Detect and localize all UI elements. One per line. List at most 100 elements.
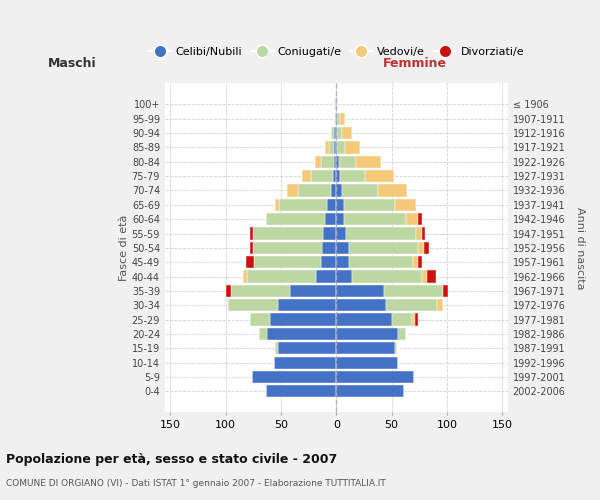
Bar	[334, 142, 337, 154]
Bar	[337, 328, 398, 340]
Bar	[259, 328, 266, 340]
Bar	[422, 270, 427, 282]
Text: COMUNE DI ORGIANO (VI) - Dati ISTAT 1° gennaio 2007 - Elaborazione TUTTITALIA.IT: COMUNE DI ORGIANO (VI) - Dati ISTAT 1° g…	[6, 479, 386, 488]
Bar	[427, 270, 436, 282]
Bar	[337, 371, 414, 383]
Bar	[331, 184, 337, 196]
Bar	[337, 299, 386, 312]
Bar	[340, 112, 345, 125]
Bar	[278, 342, 337, 354]
Bar	[337, 270, 352, 282]
Bar	[279, 198, 328, 211]
Bar	[311, 170, 333, 182]
Bar	[337, 256, 349, 268]
Bar	[337, 213, 344, 226]
Bar	[395, 342, 397, 354]
Bar	[337, 242, 349, 254]
Bar	[337, 385, 404, 398]
Bar	[344, 198, 395, 211]
Bar	[337, 112, 340, 125]
Bar	[334, 156, 337, 168]
Bar	[337, 184, 342, 196]
Bar	[250, 242, 253, 254]
Bar	[253, 242, 322, 254]
Bar	[333, 170, 337, 182]
Bar	[335, 98, 337, 110]
Bar	[247, 270, 316, 282]
Bar	[266, 213, 325, 226]
Bar	[424, 242, 429, 254]
Bar	[349, 256, 413, 268]
Bar	[337, 342, 395, 354]
Bar	[379, 184, 407, 196]
Bar	[386, 299, 437, 312]
Y-axis label: Fasce di età: Fasce di età	[119, 214, 129, 281]
Bar	[349, 242, 418, 254]
Bar	[275, 342, 278, 354]
Text: Femmine: Femmine	[383, 57, 447, 70]
Y-axis label: Anni di nascita: Anni di nascita	[575, 206, 585, 289]
Bar	[231, 285, 290, 297]
Bar	[345, 142, 359, 154]
Bar	[415, 314, 418, 326]
Bar	[252, 371, 337, 383]
Bar	[416, 228, 422, 239]
Bar	[228, 299, 278, 312]
Legend: Celibi/Nubili, Coniugati/e, Vedovi/e, Divorziati/e: Celibi/Nubili, Coniugati/e, Vedovi/e, Di…	[144, 43, 529, 62]
Bar	[384, 285, 443, 297]
Bar	[254, 256, 321, 268]
Bar	[278, 299, 337, 312]
Bar	[337, 156, 338, 168]
Bar	[266, 385, 337, 398]
Bar	[437, 299, 443, 312]
Bar	[337, 170, 340, 182]
Bar	[253, 228, 323, 239]
Bar	[337, 198, 344, 211]
Bar	[340, 170, 365, 182]
Bar	[275, 198, 279, 211]
Bar	[342, 127, 352, 139]
Bar	[270, 314, 337, 326]
Bar	[412, 314, 415, 326]
Bar	[245, 256, 254, 268]
Bar	[337, 314, 392, 326]
Bar	[328, 198, 337, 211]
Bar	[338, 156, 356, 168]
Text: Maschi: Maschi	[48, 57, 97, 70]
Bar	[337, 127, 342, 139]
Bar	[244, 270, 247, 282]
Bar	[302, 170, 311, 182]
Bar	[406, 213, 418, 226]
Bar	[392, 314, 412, 326]
Bar	[352, 270, 422, 282]
Bar	[287, 184, 298, 196]
Bar	[325, 142, 329, 154]
Bar	[226, 285, 231, 297]
Bar	[323, 228, 337, 239]
Bar	[274, 356, 337, 368]
Bar	[356, 156, 380, 168]
Bar	[418, 256, 422, 268]
Bar	[443, 285, 448, 297]
Bar	[334, 127, 337, 139]
Bar	[413, 256, 418, 268]
Bar	[418, 213, 422, 226]
Bar	[321, 256, 337, 268]
Bar	[365, 170, 394, 182]
Bar	[316, 270, 337, 282]
Bar	[346, 228, 416, 239]
Bar	[337, 228, 346, 239]
Bar	[337, 285, 384, 297]
Bar	[342, 184, 379, 196]
Bar	[331, 127, 334, 139]
Bar	[395, 198, 416, 211]
Bar	[337, 142, 345, 154]
Bar	[298, 184, 331, 196]
Bar	[335, 112, 337, 125]
Bar	[329, 142, 334, 154]
Bar	[266, 328, 337, 340]
Bar	[250, 314, 270, 326]
Bar	[290, 285, 337, 297]
Bar	[316, 156, 321, 168]
Bar	[422, 228, 425, 239]
